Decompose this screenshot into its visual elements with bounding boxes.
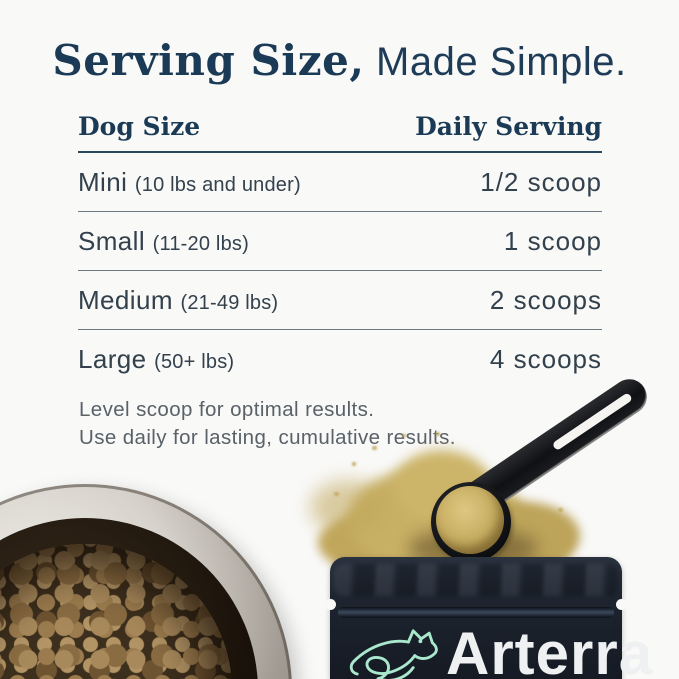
- dog-size-label: Mini: [78, 167, 135, 197]
- table-header: Dog Size Daily Serving: [78, 112, 602, 153]
- dog-line-art-icon: [349, 629, 438, 679]
- dog-size-detail: (50+ lbs): [154, 351, 235, 373]
- powder-speck: [352, 462, 356, 466]
- powder-speck: [372, 446, 377, 450]
- brand-row: Arterra: [346, 623, 653, 679]
- table-row-mini: Mini (10 lbs and under) 1/2 scoop: [78, 153, 602, 212]
- powder-dust: [310, 480, 386, 534]
- usage-notes: Level scoop for optimal results. Use dai…: [79, 396, 456, 452]
- page-title: Serving Size, Made Simple.: [0, 36, 679, 85]
- dog-size-detail: (11-20 lbs): [152, 233, 249, 255]
- pouch-zipper: [338, 607, 614, 618]
- serving-cell: 1 scoop: [503, 226, 602, 256]
- pouch-seal-wrinkles: [334, 564, 618, 596]
- dog-size-cell: Large (50+ lbs): [78, 344, 234, 375]
- page-title-rest: Made Simple.: [364, 40, 627, 84]
- serving-table: Dog Size Daily Serving Mini (10 lbs and …: [78, 112, 602, 389]
- scoop-handle-slot: [551, 392, 634, 452]
- scoop-powder-fill: [436, 486, 504, 554]
- dog-size-label: Large: [78, 344, 155, 374]
- table-row-small: Small (11-20 lbs) 1 scoop: [78, 212, 602, 271]
- product-photo: Arterra: [0, 372, 679, 679]
- pouch-tear-notch: [616, 599, 627, 610]
- powder-speck: [558, 508, 563, 512]
- usage-note-line1: Level scoop for optimal results.: [79, 398, 375, 421]
- brand-name: Arterra: [446, 620, 654, 679]
- powder-speck: [436, 432, 440, 436]
- dog-size-detail: (21-49 lbs): [180, 292, 279, 314]
- dog-size-cell: Medium (21-49 lbs): [78, 285, 278, 316]
- serving-cell: 4 scoops: [489, 344, 602, 374]
- serving-cell: 2 scoops: [489, 285, 602, 315]
- column-dog-size: Dog Size: [78, 112, 201, 141]
- dog-size-detail: (10 lbs and under): [134, 174, 301, 196]
- page-title-emphasis: Serving Size,: [52, 36, 365, 85]
- kibble-bowl: [0, 484, 292, 679]
- pouch-tear-notch: [325, 599, 336, 610]
- usage-note-line2: Use daily for lasting, cumulative result…: [79, 426, 456, 449]
- table-row-large: Large (50+ lbs) 4 scoops: [78, 330, 602, 389]
- powder-speck: [334, 492, 339, 496]
- dog-size-label: Medium: [78, 285, 181, 315]
- dog-size-cell: Small (11-20 lbs): [78, 226, 249, 257]
- column-daily-serving: Daily Serving: [415, 112, 602, 141]
- measuring-scoop: [431, 482, 511, 562]
- dog-size-cell: Mini (10 lbs and under): [78, 167, 301, 198]
- serving-cell: 1/2 scoop: [480, 167, 602, 197]
- product-pouch: Arterra: [325, 557, 652, 679]
- dog-size-label: Small: [78, 226, 153, 256]
- table-row-medium: Medium (21-49 lbs) 2 scoops: [78, 271, 602, 330]
- powder-speck: [402, 434, 406, 437]
